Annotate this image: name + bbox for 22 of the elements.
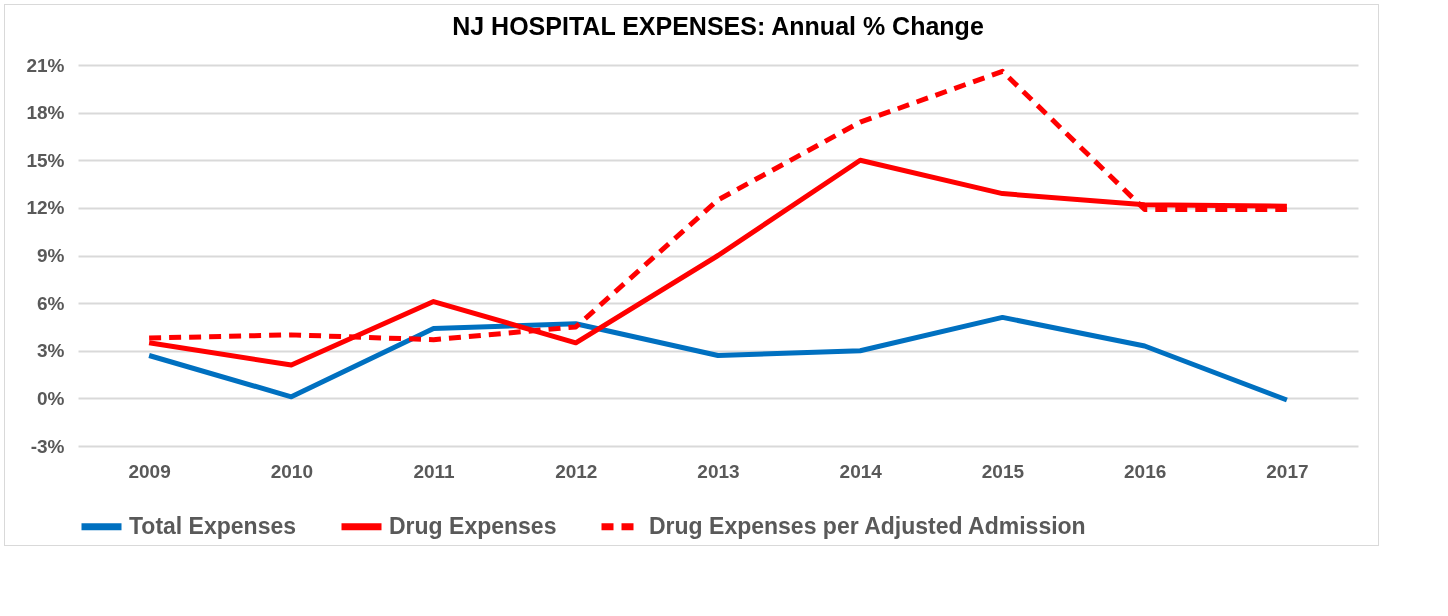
x-tick-label: 2012: [555, 460, 598, 482]
y-tick-label: 18%: [26, 102, 65, 124]
x-tick-label: 2013: [697, 460, 740, 482]
y-tick-label: 3%: [37, 340, 65, 362]
y-tick-label: 21%: [26, 54, 65, 76]
chart-title: NJ HOSPITAL EXPENSES: Annual % Change: [452, 12, 984, 40]
y-tick-label: 0%: [37, 387, 65, 409]
x-tick-label: 2014: [839, 460, 883, 482]
legend-label: Total Expenses: [129, 512, 297, 539]
y-tick-label: 12%: [26, 197, 65, 219]
x-tick-label: 2016: [1124, 460, 1167, 482]
x-tick-label: 2010: [270, 460, 313, 482]
y-tick-label: 6%: [37, 292, 65, 314]
x-tick-label: 2011: [413, 460, 456, 482]
x-tick-label: 2017: [1266, 460, 1309, 482]
x-tick-label: 2009: [128, 460, 171, 482]
x-tick-label: 2015: [981, 460, 1025, 482]
y-tick-label: 9%: [37, 245, 65, 266]
y-tick-label: -3%: [30, 435, 65, 457]
legend-label: Drug Expenses per Adjusted Admission: [649, 512, 1086, 539]
legend-label: Drug Expenses: [389, 512, 557, 539]
y-tick-label: 15%: [26, 149, 65, 171]
